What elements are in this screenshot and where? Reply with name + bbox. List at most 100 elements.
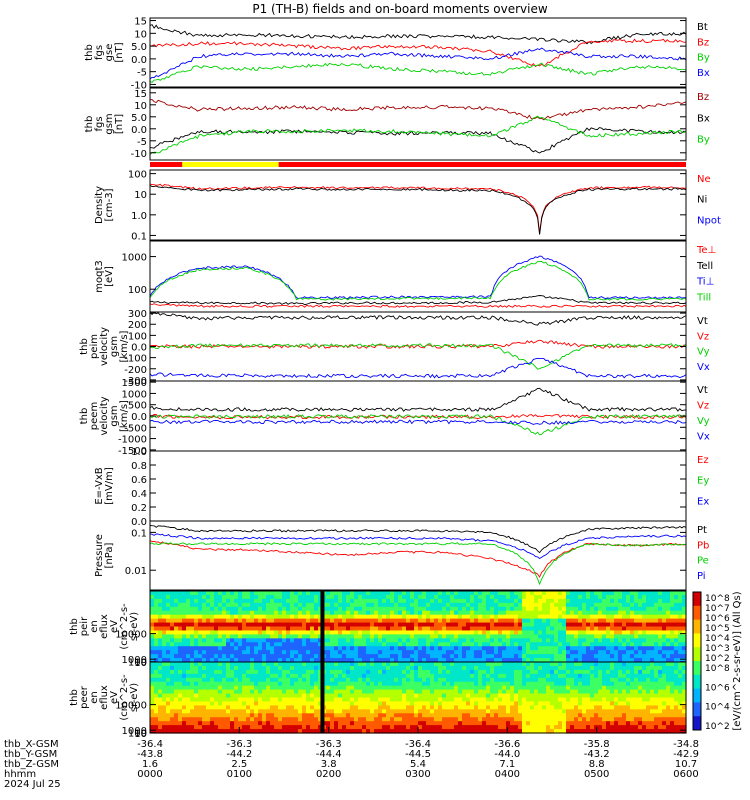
- heatmap-cell: [258, 650, 263, 655]
- heatmap-cell: [158, 634, 163, 639]
- heatmap-cell: [314, 697, 319, 703]
- heatmap-cell: [158, 673, 163, 679]
- heatmap-cell: [194, 614, 199, 620]
- heatmap-cell: [526, 717, 531, 722]
- heatmap-cell: [238, 662, 243, 667]
- heatmap-cell: [626, 602, 631, 608]
- heatmap-cell: [658, 689, 663, 695]
- heatmap-cell: [474, 705, 479, 710]
- heatmap-cell: [582, 677, 587, 683]
- heatmap-cell: [534, 638, 539, 643]
- heatmap-cell: [170, 642, 175, 647]
- heatmap-cell: [510, 721, 515, 726]
- heatmap-cell: [482, 602, 487, 608]
- heatmap-cell: [262, 642, 267, 647]
- heatmap-cell: [502, 677, 507, 683]
- heatmap-cell: [178, 642, 183, 647]
- heatmap-cell: [662, 669, 667, 675]
- heatmap-cell: [170, 591, 175, 596]
- heatmap-cell: [214, 669, 219, 675]
- heatmap-cell: [410, 630, 415, 635]
- heatmap-cell: [334, 709, 339, 714]
- heatmap-cell: [254, 681, 259, 687]
- heatmap-cell: [150, 634, 155, 639]
- heatmap-cell: [430, 622, 435, 628]
- heatmap-cell: [346, 622, 351, 628]
- heatmap-cell: [622, 610, 627, 616]
- heatmap-cell: [418, 705, 423, 710]
- heatmap-cell: [282, 673, 287, 679]
- heatmap-cell: [234, 673, 239, 679]
- heatmap-cell: [386, 622, 391, 628]
- heatmap-cell: [582, 665, 587, 671]
- legend-entry-Npot: Npot: [697, 215, 721, 226]
- heatmap-cell: [638, 681, 643, 687]
- heatmap-cell: [550, 669, 555, 675]
- heatmap-cell: [602, 713, 607, 718]
- heatmap-cell: [162, 725, 167, 730]
- heatmap-cell: [310, 697, 315, 703]
- heatmap-cell: [158, 689, 163, 695]
- heatmap-cell: [642, 717, 647, 722]
- heatmap-cell: [626, 610, 631, 616]
- heatmap-cell: [222, 689, 227, 695]
- heatmap-cell: [506, 630, 511, 635]
- heatmap-cell: [450, 594, 455, 600]
- heatmap-cell: [162, 705, 167, 710]
- heatmap-cell: [282, 610, 287, 616]
- heatmap-cell: [194, 665, 199, 671]
- heatmap-cell: [586, 654, 591, 659]
- heatmap-cell: [290, 662, 295, 667]
- heatmap-cell: [562, 610, 567, 616]
- heatmap-cell: [454, 626, 459, 632]
- heatmap-cell: [650, 685, 655, 691]
- heatmap-cell: [158, 591, 163, 596]
- heatmap-cell: [398, 650, 403, 655]
- heatmap-cell: [498, 701, 503, 706]
- heatmap-cell: [630, 618, 635, 624]
- heatmap-cell: [246, 717, 251, 722]
- heatmap-cell: [458, 725, 463, 730]
- heatmap-cell: [386, 630, 391, 635]
- heatmap-cell: [474, 602, 479, 608]
- heatmap-cell: [186, 638, 191, 643]
- heatmap-cell: [422, 713, 427, 718]
- heatmap-cell: [222, 669, 227, 675]
- heatmap-cell: [326, 677, 331, 683]
- heatmap-cell: [294, 709, 299, 714]
- heatmap-cell: [534, 669, 539, 675]
- heatmap-cell: [266, 646, 271, 651]
- heatmap-cell: [602, 618, 607, 624]
- heatmap-cell: [214, 618, 219, 624]
- heatmap-cell: [298, 662, 303, 667]
- heatmap-cell: [158, 626, 163, 632]
- heatmap-cell: [174, 673, 179, 679]
- heatmap-cell: [426, 591, 431, 596]
- heatmap-cell: [602, 673, 607, 679]
- heatmap-cell: [314, 598, 319, 604]
- heatmap-cell: [486, 697, 491, 703]
- heatmap-cell: [198, 634, 203, 639]
- heatmap-cell: [230, 665, 235, 671]
- heatmap-cell: [482, 630, 487, 635]
- heatmap-cell: [614, 591, 619, 596]
- heatmap-cell: [434, 602, 439, 608]
- heatmap-cell: [230, 594, 235, 600]
- heatmap-cell: [266, 594, 271, 600]
- heatmap-cell: [326, 654, 331, 659]
- heatmap-cell: [226, 650, 231, 655]
- heatmap-cell: [530, 642, 535, 647]
- heatmap-cell: [646, 673, 651, 679]
- heatmap-cell: [526, 697, 531, 703]
- heatmap-cell: [386, 650, 391, 655]
- heatmap-cell: [630, 665, 635, 671]
- heatmap-cell: [298, 618, 303, 624]
- heatmap-cell: [270, 677, 275, 683]
- y-axis-label-line: velocity: [99, 396, 110, 435]
- heatmap-cell: [582, 618, 587, 624]
- heatmap-cell: [638, 594, 643, 600]
- heatmap-cell: [430, 618, 435, 624]
- heatmap-cell: [434, 713, 439, 718]
- heatmap-cell: [190, 701, 195, 706]
- heatmap-cell: [202, 654, 207, 659]
